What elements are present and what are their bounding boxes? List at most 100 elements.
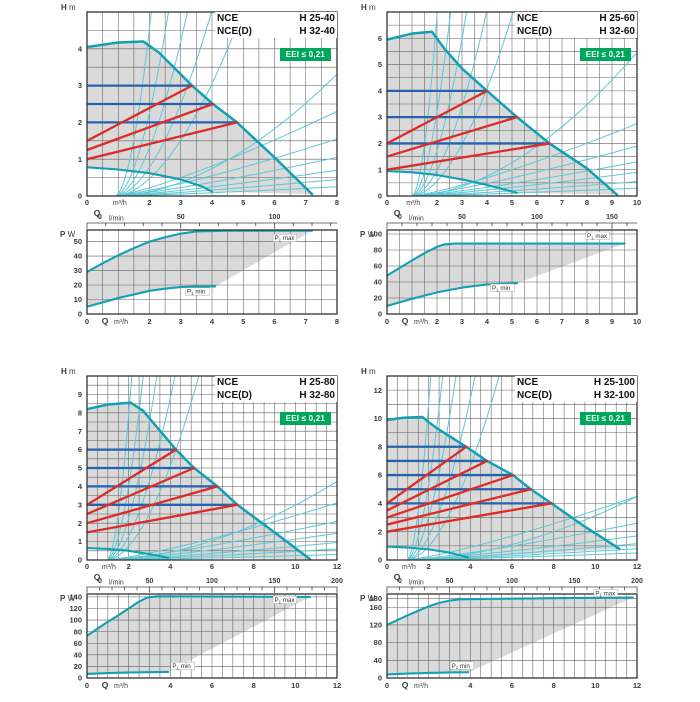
svg-text:2: 2 <box>78 118 82 127</box>
svg-text:4: 4 <box>378 499 383 508</box>
model-name: NCE(D) <box>517 26 552 37</box>
svg-text:4: 4 <box>485 317 490 326</box>
model-size: H 32-40 <box>299 26 335 37</box>
svg-text:6: 6 <box>272 198 276 207</box>
svg-text:4: 4 <box>210 317 215 326</box>
svg-text:3: 3 <box>179 198 183 207</box>
svg-text:40: 40 <box>374 278 382 287</box>
svg-text:12: 12 <box>333 681 341 690</box>
svg-text:0: 0 <box>378 556 382 565</box>
svg-text:60: 60 <box>74 639 82 648</box>
svg-text:H m: H m <box>61 3 76 12</box>
model-row: NCE H 25-60 <box>517 12 635 25</box>
svg-text:50: 50 <box>458 214 466 221</box>
svg-text:8: 8 <box>585 317 589 326</box>
svg-text:80: 80 <box>74 627 82 636</box>
svg-text:3: 3 <box>460 317 464 326</box>
svg-text:2: 2 <box>78 519 82 528</box>
svg-text:m³/h: m³/h <box>406 200 420 207</box>
svg-text:6: 6 <box>510 562 514 571</box>
svg-text:200: 200 <box>331 578 343 585</box>
svg-text:140: 140 <box>69 592 82 601</box>
svg-text:12: 12 <box>633 562 641 571</box>
svg-text:P1 max: P1 max <box>587 233 608 240</box>
svg-text:50: 50 <box>177 214 185 221</box>
eei-badge: EEI ≤ 0,21 <box>579 48 631 61</box>
svg-text:50: 50 <box>74 237 82 246</box>
svg-text:10: 10 <box>633 317 641 326</box>
svg-text:P W: P W <box>60 230 76 239</box>
svg-text:40: 40 <box>74 650 82 659</box>
svg-text:4: 4 <box>378 86 383 95</box>
svg-text:0: 0 <box>78 310 82 319</box>
model-row: NCE H 25-40 <box>217 12 335 25</box>
svg-text:Q: Q <box>402 680 409 690</box>
svg-text:20: 20 <box>74 281 82 290</box>
svg-text:5: 5 <box>378 60 382 69</box>
eei-badge: EEI ≤ 0,21 <box>279 412 331 425</box>
svg-text:Q: Q <box>394 572 401 582</box>
svg-text:2: 2 <box>378 139 382 148</box>
model-size: H 25-80 <box>299 377 335 388</box>
svg-text:12: 12 <box>333 562 341 571</box>
svg-text:6: 6 <box>272 317 276 326</box>
svg-text:6: 6 <box>210 681 214 690</box>
svg-text:8: 8 <box>378 442 382 451</box>
svg-text:P W: P W <box>360 594 376 603</box>
svg-text:l/min: l/min <box>109 216 124 223</box>
svg-text:8: 8 <box>335 198 339 207</box>
svg-text:4: 4 <box>468 681 473 690</box>
svg-text:P W: P W <box>360 230 376 239</box>
svg-text:50: 50 <box>446 578 454 585</box>
svg-text:4: 4 <box>468 562 473 571</box>
svg-text:0: 0 <box>385 562 389 571</box>
svg-text:7: 7 <box>560 198 564 207</box>
svg-text:l/min: l/min <box>409 580 424 587</box>
pump-panel-h25-40: H m 0 1 2 3 4 0 m³/h 2 3 4 5 6 7 8 Q 0 50 100 l/min P W 0 10 20… <box>57 2 353 338</box>
pump-models-title: NCE H 25-60 NCE(D) H 32-60 <box>515 12 637 38</box>
svg-text:4: 4 <box>485 198 490 207</box>
svg-text:3: 3 <box>460 198 464 207</box>
svg-text:100: 100 <box>69 616 82 625</box>
svg-text:3: 3 <box>78 81 82 90</box>
svg-text:10: 10 <box>74 295 82 304</box>
svg-text:Q: Q <box>102 680 109 690</box>
svg-text:6: 6 <box>210 562 214 571</box>
svg-text:2: 2 <box>127 562 131 571</box>
svg-text:12: 12 <box>633 681 641 690</box>
svg-text:Q: Q <box>102 316 109 326</box>
svg-text:7: 7 <box>560 317 564 326</box>
model-row: NCE H 25-100 <box>517 376 635 389</box>
svg-text:80: 80 <box>374 638 382 647</box>
svg-text:8: 8 <box>252 681 256 690</box>
svg-text:100: 100 <box>506 578 518 585</box>
svg-text:H m: H m <box>361 367 376 376</box>
svg-text:180: 180 <box>369 594 382 603</box>
svg-text:2: 2 <box>147 198 151 207</box>
svg-text:6: 6 <box>535 317 539 326</box>
svg-text:2: 2 <box>378 527 382 536</box>
svg-text:0: 0 <box>85 198 89 207</box>
model-size: H 25-60 <box>599 13 635 24</box>
svg-text:10: 10 <box>374 414 382 423</box>
svg-text:5: 5 <box>241 317 245 326</box>
svg-text:5: 5 <box>241 198 245 207</box>
svg-text:60: 60 <box>374 262 382 271</box>
pump-panel-h25-80: H m 0 1 2 3 4 5 6 7 8 9 0 m³/h 2 4 6 8 10 12 Q 0 50 100 150 200 l… <box>57 366 353 702</box>
svg-text:4: 4 <box>168 681 173 690</box>
svg-text:10: 10 <box>291 562 299 571</box>
model-row: NCE(D) H 32-80 <box>217 389 335 402</box>
svg-text:5: 5 <box>78 464 82 473</box>
svg-text:1: 1 <box>78 155 82 164</box>
svg-text:40: 40 <box>374 656 382 665</box>
model-row: NCE H 25-80 <box>217 376 335 389</box>
model-name: NCE <box>217 13 239 24</box>
svg-text:2: 2 <box>435 198 439 207</box>
svg-text:10: 10 <box>633 198 641 207</box>
svg-text:20: 20 <box>74 662 82 671</box>
svg-text:H m: H m <box>61 367 76 376</box>
model-row: NCE(D) H 32-60 <box>517 25 635 38</box>
svg-text:0: 0 <box>85 562 89 571</box>
svg-text:9: 9 <box>610 317 614 326</box>
